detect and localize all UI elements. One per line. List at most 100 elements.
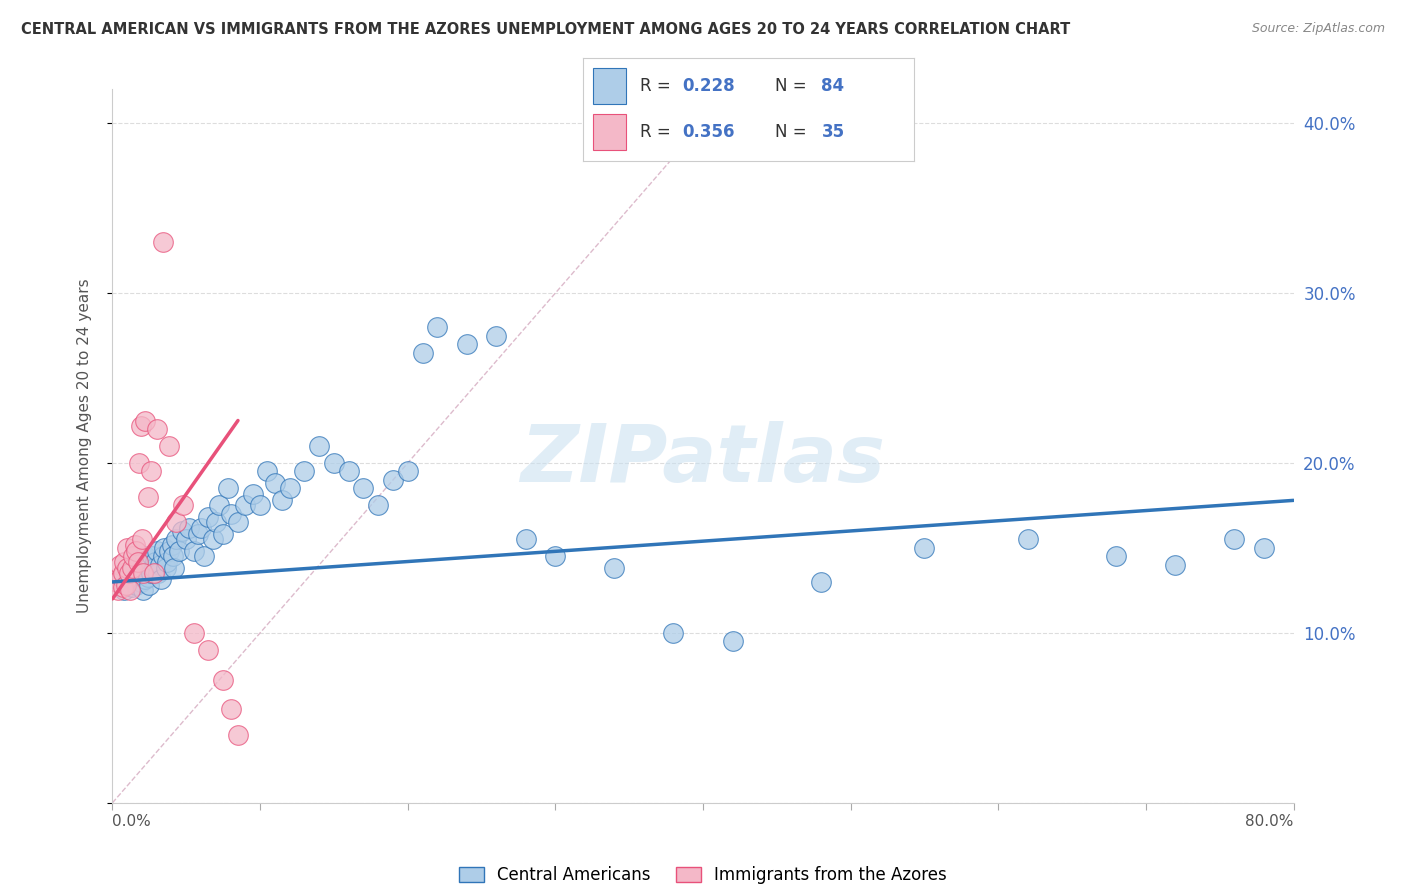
- Point: [249, 499, 271, 513]
- Text: ZIPatlas: ZIPatlas: [520, 421, 886, 500]
- Text: 84: 84: [821, 78, 845, 95]
- Point: [132, 583, 155, 598]
- Point: [121, 561, 143, 575]
- Point: [163, 561, 186, 575]
- Point: [190, 520, 212, 534]
- Point: [139, 566, 162, 581]
- Point: [1164, 558, 1187, 572]
- Point: [124, 558, 146, 572]
- Point: [256, 465, 278, 479]
- Point: [167, 544, 190, 558]
- Text: 0.0%: 0.0%: [112, 814, 152, 830]
- Point: [128, 456, 150, 470]
- Point: [396, 465, 419, 479]
- Text: 0.356: 0.356: [683, 123, 735, 141]
- Point: [129, 574, 152, 589]
- Point: [662, 626, 685, 640]
- Point: [138, 558, 160, 572]
- Point: [129, 418, 152, 433]
- Text: 80.0%: 80.0%: [1246, 814, 1294, 830]
- Point: [485, 328, 508, 343]
- Point: [125, 544, 148, 558]
- Point: [117, 541, 138, 555]
- Y-axis label: Unemployment Among Ages 20 to 24 years: Unemployment Among Ages 20 to 24 years: [77, 278, 91, 614]
- Point: [205, 516, 228, 530]
- Point: [108, 574, 131, 589]
- Point: [197, 510, 219, 524]
- Text: R =: R =: [640, 78, 676, 95]
- FancyBboxPatch shape: [593, 69, 627, 104]
- Point: [142, 566, 165, 581]
- Point: [112, 583, 135, 598]
- Point: [114, 578, 136, 592]
- Point: [157, 544, 180, 558]
- Point: [721, 634, 744, 648]
- Point: [1105, 549, 1128, 564]
- Point: [515, 533, 537, 547]
- Point: [162, 549, 184, 564]
- Point: [219, 507, 242, 521]
- Text: N =: N =: [775, 78, 813, 95]
- Point: [172, 499, 194, 513]
- Point: [120, 583, 142, 598]
- Point: [117, 578, 138, 592]
- Point: [146, 544, 169, 558]
- Point: [141, 549, 163, 564]
- Point: [219, 702, 242, 716]
- Point: [165, 533, 187, 547]
- Point: [212, 673, 235, 688]
- Point: [278, 482, 301, 496]
- Point: [117, 566, 138, 581]
- Point: [411, 345, 433, 359]
- Point: [233, 499, 256, 513]
- Point: [136, 570, 159, 584]
- Point: [382, 473, 405, 487]
- Text: 35: 35: [821, 123, 845, 141]
- Point: [426, 320, 449, 334]
- Point: [456, 337, 478, 351]
- Point: [120, 572, 142, 586]
- Point: [124, 570, 146, 584]
- Text: CENTRAL AMERICAN VS IMMIGRANTS FROM THE AZORES UNEMPLOYMENT AMONG AGES 20 TO 24 : CENTRAL AMERICAN VS IMMIGRANTS FROM THE …: [21, 22, 1070, 37]
- Point: [337, 465, 360, 479]
- Point: [155, 561, 177, 575]
- Point: [152, 235, 174, 249]
- Point: [146, 422, 169, 436]
- Point: [264, 476, 287, 491]
- Point: [135, 561, 157, 575]
- Point: [1253, 541, 1275, 555]
- Point: [201, 533, 224, 547]
- Legend: Central Americans, Immigrants from the Azores: Central Americans, Immigrants from the A…: [453, 859, 953, 890]
- Point: [132, 566, 155, 581]
- Point: [1223, 533, 1246, 547]
- Point: [226, 516, 249, 530]
- Point: [110, 570, 132, 584]
- Point: [208, 499, 231, 513]
- Text: 0.228: 0.228: [683, 78, 735, 95]
- Point: [152, 549, 174, 564]
- Point: [131, 533, 153, 547]
- Point: [156, 555, 179, 569]
- Point: [118, 566, 141, 581]
- Point: [174, 533, 197, 547]
- Point: [111, 580, 134, 594]
- Point: [271, 493, 294, 508]
- Point: [107, 583, 129, 598]
- Point: [134, 549, 156, 564]
- Point: [323, 456, 346, 470]
- Point: [217, 482, 239, 496]
- Point: [603, 561, 626, 575]
- Point: [128, 555, 150, 569]
- Point: [170, 524, 193, 538]
- Point: [308, 439, 330, 453]
- Point: [1017, 533, 1039, 547]
- Point: [193, 549, 215, 564]
- Point: [134, 413, 156, 427]
- Text: Source: ZipAtlas.com: Source: ZipAtlas.com: [1251, 22, 1385, 36]
- Point: [914, 541, 936, 555]
- Point: [117, 561, 138, 575]
- FancyBboxPatch shape: [593, 114, 627, 150]
- Text: N =: N =: [775, 123, 813, 141]
- Point: [105, 574, 128, 589]
- Point: [197, 643, 219, 657]
